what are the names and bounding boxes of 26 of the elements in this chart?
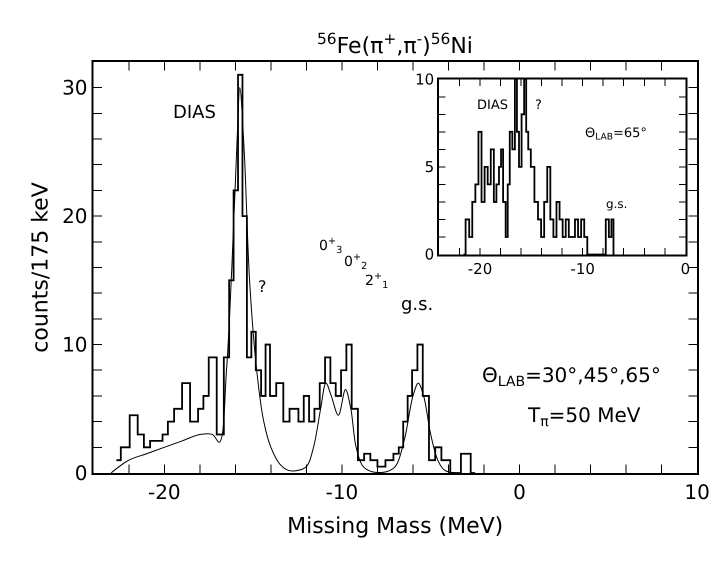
y-tick-label: 0 [74, 461, 88, 486]
annotation: DIAS [477, 98, 508, 113]
y-axis-title: counts/175 keV [28, 182, 54, 353]
annotation: T$_{π}$=50 MeV [527, 403, 641, 430]
x-tick-label: 10 [684, 480, 710, 504]
x-tick-label: -20 [148, 480, 181, 504]
annotation: Θ$_{LAB}$=30°,45°,65° [482, 363, 661, 390]
y-tick-label: 20 [62, 204, 88, 228]
y-tick-label: 30 [62, 76, 88, 100]
y-tick-label: 10 [62, 332, 88, 357]
x-tick-label: 0 [513, 480, 526, 504]
x-axis-title: Missing Mass (MeV) [287, 514, 504, 540]
y-tick-label: 5 [424, 158, 434, 176]
chart-title: $^{56}$Fe(π$^{+}$,π$^{-}$)$^{56}$Ni [317, 30, 473, 60]
annotation: g.s. [401, 294, 434, 315]
x-tick-label: -20 [468, 260, 492, 278]
x-tick-label: -10 [570, 260, 595, 278]
x-tick-label: 0 [680, 260, 690, 278]
annotation: g.s. [606, 197, 628, 211]
annotation: ? [258, 277, 266, 296]
annotation: ? [535, 98, 542, 113]
annotation: DIAS [173, 102, 216, 123]
x-tick-label: -10 [326, 480, 358, 504]
y-tick-label: 10 [415, 70, 434, 89]
annotation: Θ$_{LAB}$=65° [585, 126, 647, 143]
y-tick-label: 0 [424, 246, 434, 264]
